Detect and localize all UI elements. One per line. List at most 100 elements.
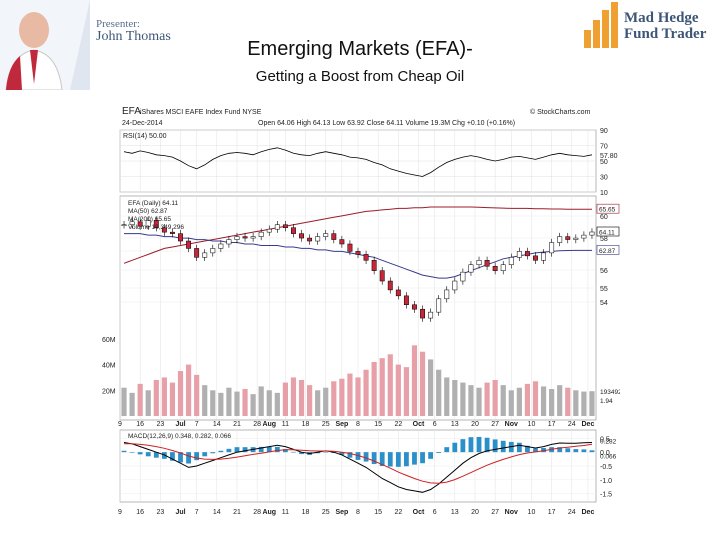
x-tick-label: 27 xyxy=(491,421,499,428)
volume-bar xyxy=(428,359,434,416)
x-tick-label: 15 xyxy=(374,509,382,516)
macd-histogram-bar xyxy=(387,452,393,467)
candle-body xyxy=(420,308,425,319)
volume-bar xyxy=(339,378,345,416)
x-tick-label: 13 xyxy=(451,509,459,516)
macd-histogram-bar xyxy=(194,452,200,461)
macd-tick-label: 0.5 xyxy=(600,436,610,443)
x-tick-label: Sep xyxy=(335,509,348,516)
candle-body xyxy=(121,224,127,226)
candle-body xyxy=(169,231,175,234)
logo-line-1: Mad Hedge xyxy=(624,10,699,26)
candle-body xyxy=(371,260,377,271)
chart-full-name: iShares MSCI EAFE Index Fund NYSE xyxy=(140,109,262,116)
x-tick-label: 7 xyxy=(195,509,199,516)
logo-bars-icon xyxy=(584,2,618,48)
volume-bar xyxy=(403,367,410,416)
x-tick-label: 14 xyxy=(213,421,221,428)
x-tick-label: 16 xyxy=(136,421,144,428)
presenter-label: Presenter: xyxy=(96,18,140,30)
price-legend-entry: MA(200) 65.65 xyxy=(128,216,171,223)
price-right-label: 64.11 xyxy=(599,230,615,237)
x-tick-label: 10 xyxy=(528,421,536,428)
macd-histogram-bar xyxy=(412,452,417,465)
volume-bar xyxy=(484,382,490,416)
volume-bar xyxy=(298,380,305,416)
volume-panel xyxy=(121,345,595,416)
candle-body xyxy=(565,236,571,240)
macd-histogram-bar xyxy=(468,437,474,453)
volume-bar xyxy=(363,369,369,416)
x-tick-label: 13 xyxy=(451,421,459,428)
volume-bar xyxy=(282,382,288,416)
volume-bar xyxy=(274,392,280,416)
macd-histogram-bar xyxy=(420,452,425,464)
candle-body xyxy=(524,251,530,257)
volume-right-label: 19349296 xyxy=(600,389,620,396)
volume-bar xyxy=(347,373,353,416)
price-tick-label: 56 xyxy=(600,268,608,275)
candle-body xyxy=(516,251,522,258)
macd-panel xyxy=(120,436,596,494)
volume-bar xyxy=(516,387,522,416)
macd-tick-label: -0.5 xyxy=(600,464,612,471)
candle-body xyxy=(250,236,256,239)
price-right-box xyxy=(596,245,620,255)
macd-histogram-bar xyxy=(573,449,579,453)
volume-bar xyxy=(500,385,506,416)
price-tick-label: 55 xyxy=(600,286,608,293)
x-tick-label: 27 xyxy=(491,509,499,516)
macd-histogram-bar xyxy=(347,452,353,458)
macd-histogram-bar xyxy=(137,452,143,455)
candle-body xyxy=(258,231,264,237)
x-tick-label: 21 xyxy=(233,509,241,516)
candle-body xyxy=(468,264,474,273)
price-right-box xyxy=(596,226,620,237)
macd-histogram-bar xyxy=(186,452,191,464)
x-tick-label: 9 xyxy=(118,421,122,428)
macd-histogram-bar xyxy=(242,447,248,453)
price-tick-label: 54 xyxy=(600,300,608,307)
candle-body xyxy=(282,224,288,228)
price-legend-entry: Volume 19,349,296 xyxy=(128,224,184,231)
x-tick-label: 6 xyxy=(433,421,437,428)
macd-histogram-bar xyxy=(581,449,587,453)
x-tick-label: 21 xyxy=(233,421,241,428)
candle-body xyxy=(242,236,248,239)
candle-body xyxy=(541,252,547,261)
macd-histogram-bar xyxy=(460,439,466,453)
candle-body xyxy=(210,248,216,254)
macd-tick-label: 0.0 xyxy=(600,450,610,457)
volume-bar xyxy=(565,387,571,416)
macd-histogram-bar xyxy=(234,447,240,453)
candle-body xyxy=(500,264,506,271)
candle-body xyxy=(508,257,514,265)
x-tick-label: 16 xyxy=(136,509,144,516)
candle-body xyxy=(395,289,401,297)
slide-title: Emerging Markets (EFA)- xyxy=(247,38,473,60)
volume-bar xyxy=(315,390,321,416)
macd-histogram-bar xyxy=(299,452,304,455)
x-tick-label: 24 xyxy=(568,509,576,516)
x-tick-label: 18 xyxy=(302,509,310,516)
macd-histogram-bar xyxy=(129,452,135,453)
candle-body xyxy=(226,239,232,245)
volume-bar xyxy=(492,380,498,416)
chart-symbol: EFA xyxy=(122,106,141,117)
volume-bar xyxy=(557,385,563,416)
candle-body xyxy=(581,234,587,239)
macd-histogram-bar xyxy=(202,452,208,457)
candle-body xyxy=(307,237,313,242)
x-tick-label: Nov xyxy=(505,509,518,516)
candle-body xyxy=(186,240,192,249)
macd-histogram-bar xyxy=(282,449,288,453)
ma200-line xyxy=(123,206,592,264)
volume-bar xyxy=(137,383,143,416)
macd-histogram-bar xyxy=(210,452,216,454)
macd-histogram-bar xyxy=(444,447,450,453)
volume-bar xyxy=(306,385,313,416)
price-right-label: 65.65 xyxy=(599,207,616,214)
x-tick-label: 15 xyxy=(374,421,382,428)
candle-body xyxy=(145,220,151,227)
macd-histogram-bar xyxy=(589,450,595,453)
